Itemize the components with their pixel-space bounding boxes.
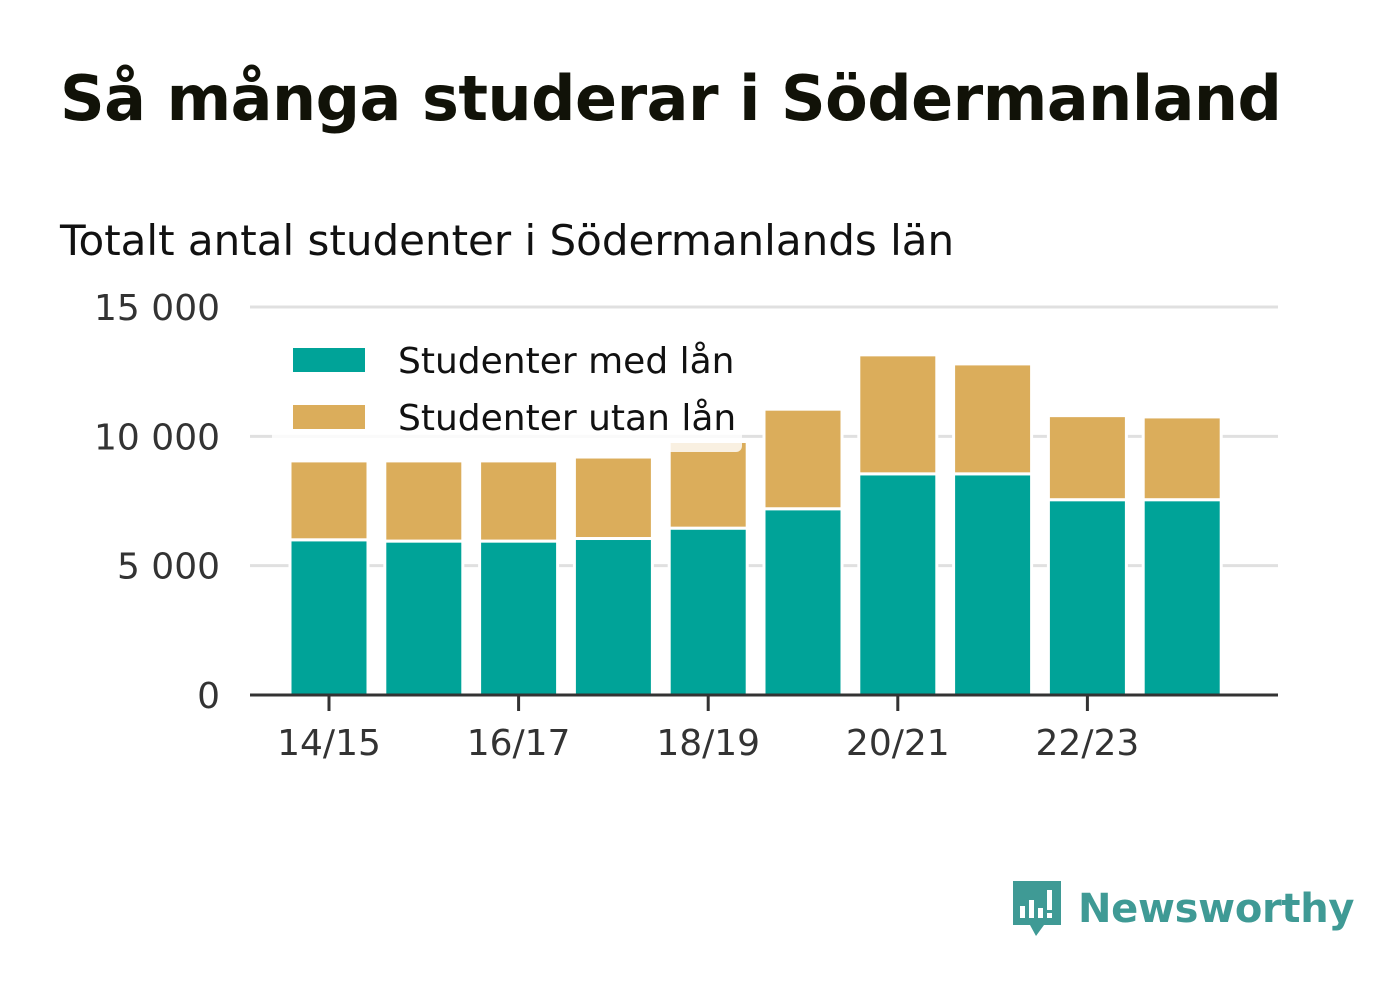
x-tick-label: 14/15 — [277, 723, 381, 764]
x-tick-label: 20/21 — [846, 723, 950, 764]
bar-segment-utan-lan — [288, 459, 370, 542]
bar-segment-med-lan — [572, 537, 654, 697]
bar-segment-utan-lan — [952, 362, 1034, 476]
bar-segment-utan-lan — [478, 459, 560, 543]
bar-segment-med-lan — [1046, 498, 1128, 697]
bar-segment-med-lan — [857, 472, 939, 697]
bar-segment-utan-lan — [857, 353, 939, 476]
bar-segment-utan-lan — [667, 440, 749, 530]
y-tick-label: 10 000 — [94, 417, 220, 458]
legend: Studenter med lån Studenter utan lån — [272, 330, 742, 452]
x-tick-label: 16/17 — [467, 723, 571, 764]
stacked-bar-chart: Studenter med lån Studenter utan lån 0 5 0… — [94, 288, 1278, 764]
legend-label: Studenter utan lån — [398, 398, 736, 439]
legend-swatch — [293, 348, 365, 372]
legend-label: Studenter med lån — [398, 341, 735, 382]
bar-segment-utan-lan — [383, 459, 465, 543]
chart-subtitle: Totalt antal studenter i Södermanlands l… — [60, 216, 955, 265]
legend-background — [272, 330, 742, 452]
bar-segment-med-lan — [762, 507, 844, 697]
bar-segment-med-lan — [1141, 498, 1223, 697]
legend-swatch — [293, 405, 365, 429]
bar-segment-utan-lan — [1141, 415, 1223, 502]
bar-segment-med-lan — [667, 526, 749, 697]
x-tick-label: 18/19 — [656, 723, 760, 764]
bar-segment-utan-lan — [1046, 414, 1128, 502]
bar-segment-utan-lan — [762, 407, 844, 511]
y-tick-label: 0 — [197, 676, 220, 717]
newsworthy-logo: Newsworthy — [1010, 878, 1355, 940]
bar-segment-med-lan — [383, 539, 465, 697]
bar-segment-med-lan — [952, 472, 1034, 697]
y-tick-label: 15 000 — [94, 288, 220, 329]
bar-segment-med-lan — [478, 539, 560, 697]
axes: 0 5 000 10 000 15 000 14/15 16/17 18/19 20/21 22… — [94, 288, 1278, 764]
x-tick-label: 22/23 — [1036, 723, 1140, 764]
page-title: Så många studerar i Södermanland — [60, 62, 1282, 135]
bar-segment-utan-lan — [572, 455, 654, 541]
bar-segment-med-lan — [288, 538, 370, 697]
newsworthy-logo-icon — [1013, 881, 1061, 936]
y-tick-label: 5 000 — [117, 547, 220, 588]
brand-name: Newsworthy — [1078, 886, 1355, 932]
bars — [288, 353, 1223, 697]
